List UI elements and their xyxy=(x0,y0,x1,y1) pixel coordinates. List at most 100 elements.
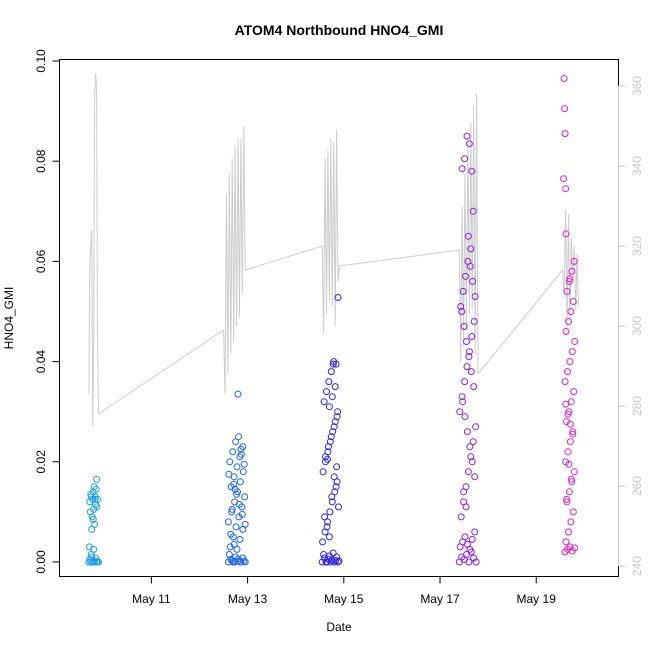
data-point xyxy=(324,455,331,463)
data-point xyxy=(568,267,576,275)
chart-title: ATOM4 Northbound HNO4_GMI xyxy=(235,22,444,38)
y-tick-label: 0.02 xyxy=(34,450,48,474)
data-point xyxy=(571,544,579,552)
series-line-segment-8 xyxy=(477,269,564,375)
right-y-tick-label: 360 xyxy=(630,76,644,96)
data-point xyxy=(467,368,475,376)
data-point xyxy=(457,513,465,521)
series-line-segment-2 xyxy=(98,329,224,415)
data-point xyxy=(456,408,464,416)
data-point xyxy=(472,423,480,431)
data-point xyxy=(471,528,479,536)
data-point xyxy=(230,540,238,548)
data-point xyxy=(459,287,467,295)
x-tick-label: May 15 xyxy=(324,592,364,606)
data-point xyxy=(462,272,469,280)
data-point xyxy=(95,558,102,566)
data-point xyxy=(234,390,242,398)
data-point xyxy=(92,500,100,508)
right-y-tick-label: 240 xyxy=(630,556,644,576)
data-point xyxy=(90,545,98,553)
data-point xyxy=(566,275,574,283)
data-point xyxy=(466,443,474,451)
data-point xyxy=(236,535,244,543)
data-point xyxy=(91,493,99,501)
data-point xyxy=(562,400,570,408)
data-point xyxy=(240,557,248,565)
data-point xyxy=(565,318,572,325)
data-point xyxy=(327,433,335,441)
data-point xyxy=(328,393,336,401)
data-point xyxy=(333,478,341,486)
data-point xyxy=(461,155,469,163)
data-point xyxy=(224,518,232,526)
right-y-tick-label: 280 xyxy=(630,396,644,416)
data-point xyxy=(460,488,468,496)
data-point xyxy=(237,445,245,453)
data-point xyxy=(323,388,330,396)
data-point xyxy=(334,558,342,566)
data-point xyxy=(325,533,333,541)
y-tick-label: 0.04 xyxy=(34,350,48,374)
data-point xyxy=(235,433,242,441)
data-point xyxy=(565,277,573,285)
data-point xyxy=(335,503,342,511)
y-tick-label: 0.00 xyxy=(34,550,48,574)
data-point xyxy=(239,468,247,476)
right-axis-series-line xyxy=(88,73,580,427)
data-point xyxy=(565,460,573,468)
data-point xyxy=(228,505,236,513)
data-point xyxy=(564,448,572,456)
data-point xyxy=(332,360,340,368)
x-tick-label: May 11 xyxy=(132,592,171,606)
data-point xyxy=(463,428,471,436)
data-point xyxy=(226,458,234,466)
data-point xyxy=(461,533,469,541)
data-point xyxy=(467,453,475,461)
data-point xyxy=(470,318,478,325)
data-point xyxy=(458,165,466,173)
data-point xyxy=(324,443,332,451)
data-point xyxy=(564,368,571,376)
data-point xyxy=(91,520,99,528)
data-point xyxy=(570,257,578,265)
data-point xyxy=(231,485,239,493)
data-point xyxy=(469,277,477,285)
data-point xyxy=(323,523,331,531)
data-point xyxy=(463,338,470,345)
data-point xyxy=(93,475,101,483)
data-point xyxy=(326,508,334,516)
left-y-axis: 0.00 0.02 0.04 0.06 0.08 0.10 xyxy=(34,49,60,574)
data-point xyxy=(330,423,338,431)
data-point xyxy=(563,498,571,506)
data-point xyxy=(225,551,233,558)
plot-area-border xyxy=(59,59,619,577)
data-point xyxy=(466,262,474,270)
data-point xyxy=(325,403,333,411)
data-point xyxy=(330,473,338,481)
data-point xyxy=(230,480,238,488)
data-point xyxy=(458,308,466,315)
data-point xyxy=(469,438,477,446)
data-point xyxy=(563,495,570,503)
data-point xyxy=(225,470,233,478)
data-point xyxy=(327,368,335,376)
data-point xyxy=(237,558,245,566)
data-point xyxy=(320,398,328,406)
data-point xyxy=(458,393,466,401)
data-point xyxy=(571,338,579,345)
series-line-segment-4 xyxy=(245,245,323,271)
x-tick-label: May 19 xyxy=(517,592,557,606)
data-point xyxy=(567,475,575,483)
right-y-tick-label: 260 xyxy=(630,476,644,496)
data-point xyxy=(561,105,569,113)
data-point xyxy=(324,518,331,526)
data-point xyxy=(562,185,570,193)
data-point xyxy=(569,508,577,516)
data-point xyxy=(91,495,99,503)
data-point xyxy=(569,298,577,305)
data-point xyxy=(328,493,336,501)
data-point xyxy=(570,388,578,396)
data-point xyxy=(461,413,469,421)
data-point xyxy=(565,488,573,496)
